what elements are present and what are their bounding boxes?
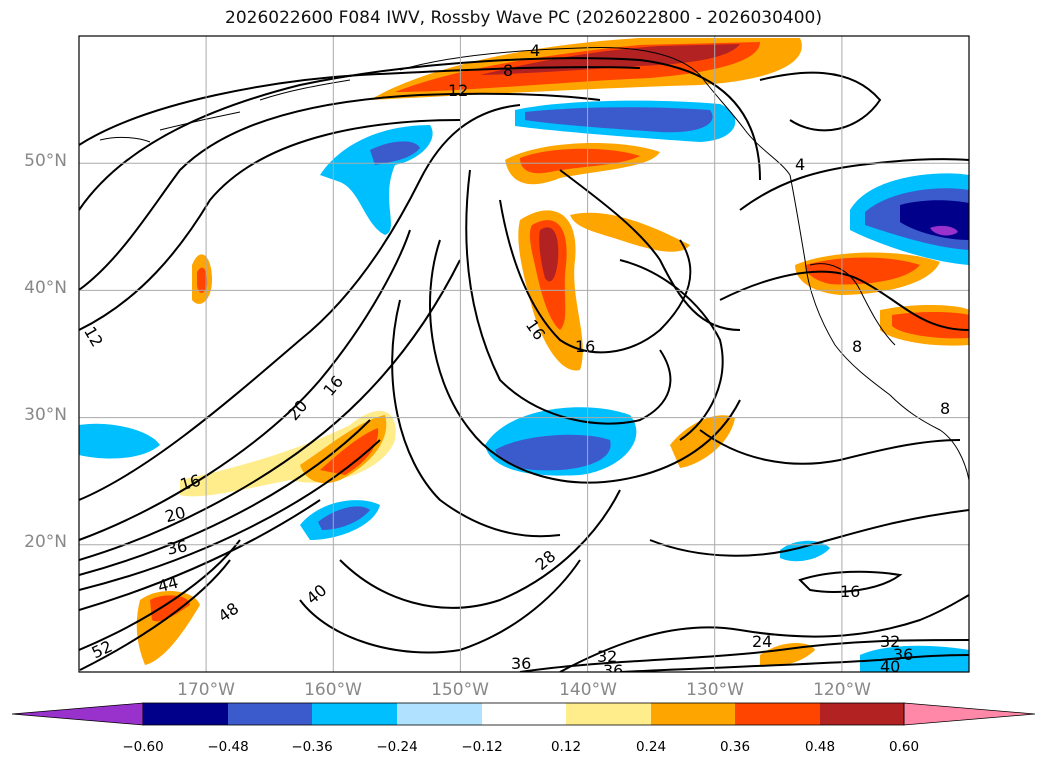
negative-anomaly-interior-min [930,225,958,236]
lon-label-120w: 120°W [813,680,871,700]
negative-anomaly-northwest-core [370,141,420,165]
positive-anomaly-california-core [892,311,969,339]
colorbar-bin [312,703,397,725]
coastlines [99,47,969,481]
contour-label: 40 [880,657,900,676]
positive-anomaly-southeast [760,643,815,667]
colorbar [11,702,1036,726]
positive-anomaly-jet-max [320,428,379,475]
negative-anomaly-corner [860,645,969,672]
colorbar-bin [482,703,566,725]
map-plot-area: 4 8 12 12 16 16 16 16 20 20 36 44 48 52 … [79,36,969,680]
colorbar-tick-label: 0.24 [635,739,667,755]
contour-label: 20 [163,503,188,527]
contour-label: 36 [511,654,531,673]
lon-label-140w: 140°W [559,680,617,700]
contour-label: 4 [530,41,540,60]
positive-anomaly-jet-core [300,415,387,484]
positive-anomaly-coast-core [805,257,920,285]
map-title: 2026022600 F084 IWV, Rossby Wave PC (202… [225,8,822,28]
anomaly-shading [79,38,969,672]
positive-anomaly-central-max [539,227,559,282]
negative-anomaly-southeast [780,540,830,562]
colorbar-bin [651,703,735,725]
contour-label: 32 [597,647,617,666]
contour-label: 36 [165,536,188,558]
colorbar-bin [735,703,820,725]
lon-label-130w: 130°W [686,680,744,700]
lon-label-170w: 170°W [177,680,235,700]
colorbar-tick-label: 0.36 [719,739,751,755]
positive-anomaly-170w-core [197,267,208,294]
contour-label: 36 [603,661,623,680]
colorbar-tick-label: 0.48 [804,739,836,755]
colorbar-max-extend [903,702,1036,726]
contour-label: 24 [752,632,772,651]
negative-anomaly-west [79,423,160,459]
colorbar-tick-label: −0.12 [461,739,503,755]
colorbar-bin [566,703,651,725]
contour-label: 8 [940,399,950,418]
contour-label: 8 [503,61,513,80]
colorbar-bin [228,703,312,725]
colorbar-bin [143,703,228,725]
contour-label: 16 [575,337,595,356]
negative-anomaly-hawaii-core [318,506,370,530]
contour-label: 36 [893,645,913,664]
colorbar-tick-label: −0.48 [207,739,249,755]
colorbar-min-extend [11,702,144,726]
positive-anomaly-east [670,415,735,468]
positive-anomaly-southwest-core [150,595,190,622]
lon-label-160w: 160°W [304,680,362,700]
iwv-contours [79,57,969,672]
positive-anomaly-50n-core [520,148,640,174]
contour-label: 8 [852,337,862,356]
lat-label-50n: 50°N [24,151,67,171]
lat-label-40n: 40°N [24,278,67,298]
contour-label: 16 [840,582,860,601]
contour-label: 32 [880,632,900,651]
colorbar-bin [820,703,904,725]
negative-anomaly-south-core [495,434,611,471]
contour-label: 12 [448,81,468,100]
colorbar-tick-label: −0.60 [122,739,164,755]
lon-label-150w: 150°W [431,680,489,700]
colorbar-tick-label: −0.24 [376,739,418,755]
graticule [79,36,969,672]
contour-label: 16 [178,471,203,495]
lat-label-30n: 30°N [24,405,67,425]
lat-label-20n: 20°N [24,532,67,552]
colorbar-tick-label: 0.60 [888,739,920,755]
contour-label: 4 [795,155,805,174]
colorbar-bin [397,703,482,725]
negative-anomaly-gulf-core [525,107,713,133]
colorbar-tick-label: 0.12 [550,739,582,755]
contour-label: 44 [156,573,181,597]
positive-anomaly-northeast [570,212,690,252]
colorbar-tick-label: −0.36 [291,739,333,755]
map-frame [78,35,970,673]
